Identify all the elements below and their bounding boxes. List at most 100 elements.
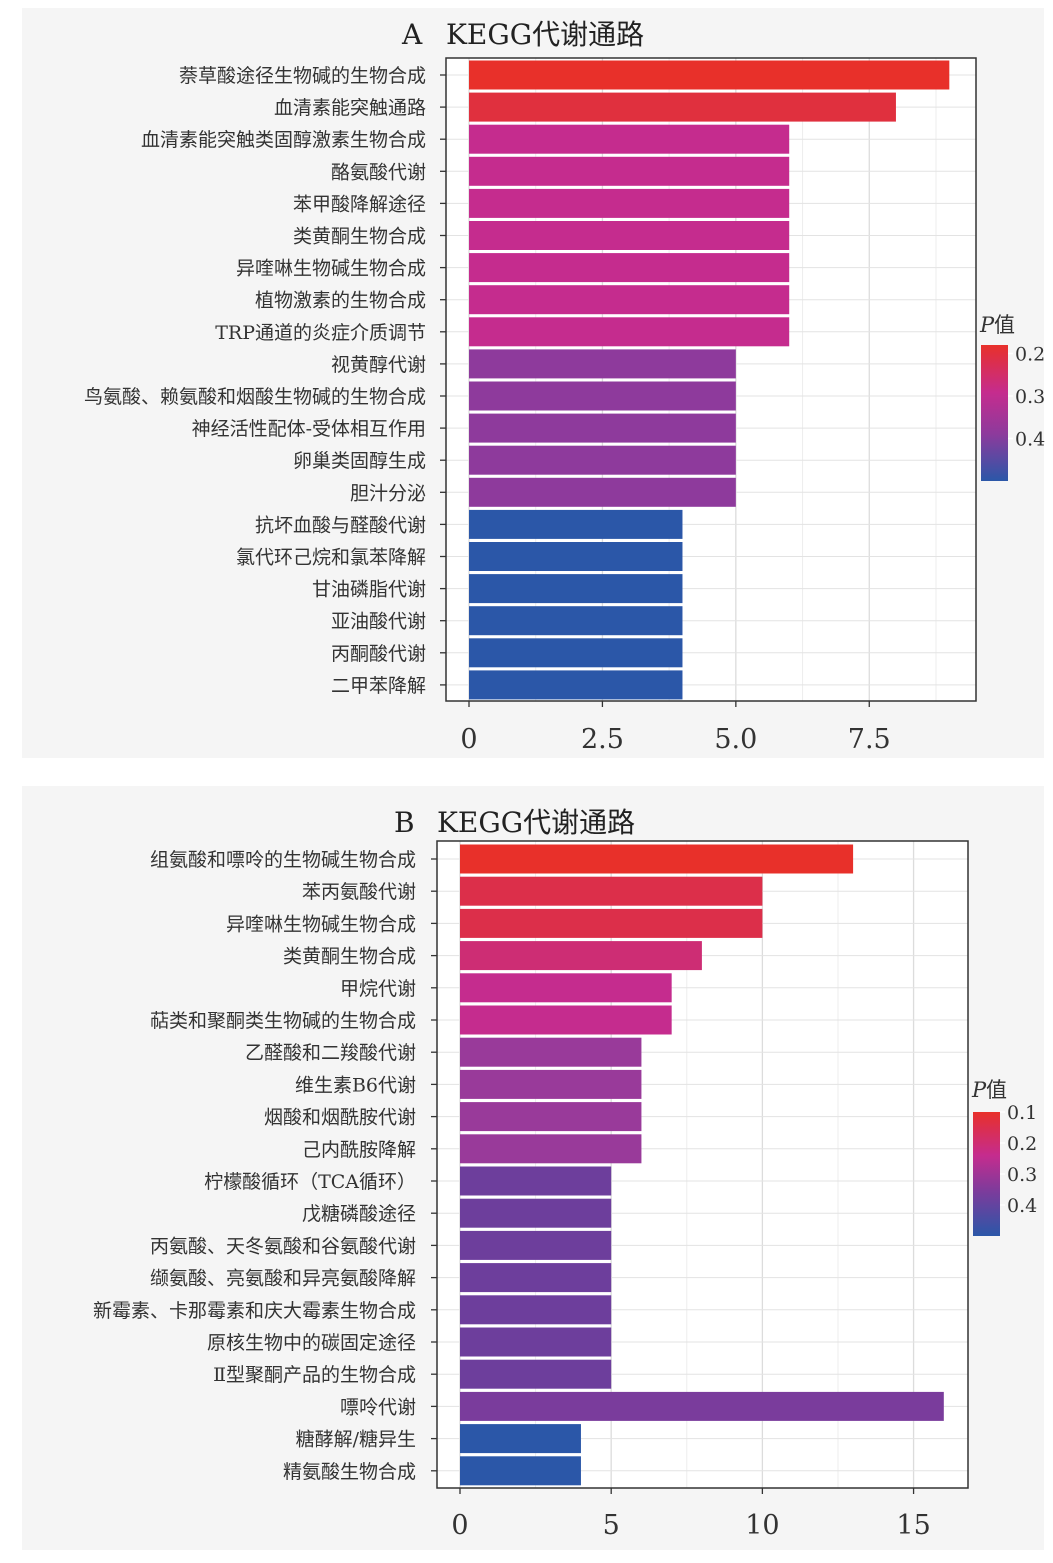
panel-b-letter: B [394,806,415,839]
category-label: 苯丙氨酸代谢 [302,881,416,903]
bar [460,941,702,971]
category-label: 萘草酸途径生物碱的生物合成 [179,65,426,87]
legend-tick-label: 0.3 [1007,1164,1037,1186]
bar [469,542,683,571]
bar [469,670,683,700]
category-label: 维生素B6代谢 [295,1074,416,1096]
bar [460,1198,612,1228]
category-label: 视黄醇代谢 [331,354,426,376]
panel-a-legend: P 值 0.2 0.3 0.4 [979,313,1045,481]
x-tick-label: 0 [460,724,477,755]
x-tick-label: 2.5 [581,724,624,755]
bar [469,285,790,315]
x-tick-label: 10 [745,1510,779,1541]
bar [460,1295,612,1325]
panel-b-legend-ticks: 0.1 0.2 0.3 0.4 [1000,1102,1037,1217]
category-label: 血清素能突触通路 [274,97,426,119]
panel-a-bars [469,60,950,700]
category-label: 血清素能突触类固醇激素生物合成 [141,129,426,151]
category-label: 亚油酸代谢 [331,611,426,633]
category-label: TRP通道的炎症介质调节 [215,322,426,344]
bar [469,381,736,411]
panel-b-legend-title-suffix: 值 [986,1078,1007,1102]
panel-a-colorbar [981,345,1008,481]
legend-tick-label: 0.2 [1015,344,1045,366]
x-tick-label: 0 [451,1510,468,1541]
panel-b-frame [436,840,969,1489]
category-label: 丙酮酸代谢 [331,643,426,665]
bar [460,844,854,874]
legend-tick-label: 0.2 [1007,1133,1037,1155]
category-label: 糖酵解/糖异生 [296,1429,416,1451]
bar [469,445,736,475]
category-label: 新霉素、卡那霉素和庆大霉素生物合成 [93,1300,416,1322]
bar [460,1005,672,1035]
panel-b-plot-area [437,841,968,1488]
category-label: 己内酰胺降解 [302,1139,416,1161]
panel-b-x-axis: 0 5 10 15 [451,1488,931,1541]
panel-b-colorbar [973,1112,1000,1236]
category-label: 抗坏血酸与醛酸代谢 [255,514,426,536]
panel-a-legend-title-italic: P [979,313,995,337]
bar [469,349,736,379]
category-label: 精氨酸生物合成 [283,1461,416,1483]
bar [460,1102,642,1132]
bar [469,606,683,636]
legend-tick-label: 0.1 [1007,1102,1037,1124]
category-label: 原核生物中的碳固定途径 [207,1332,416,1354]
category-label: 卵巢类固醇生成 [293,450,426,472]
bar [460,908,763,938]
bar [460,1424,581,1454]
category-label: 嘌呤代谢 [340,1396,416,1418]
bar [460,876,763,906]
category-label: 二甲苯降解 [331,675,426,697]
category-label: 植物激素的生物合成 [255,290,426,312]
category-label: 甘油磷脂代谢 [312,579,426,601]
category-label: 异喹啉生物碱生物合成 [236,258,426,280]
bar [460,1359,612,1389]
panel-b-category-labels: 组氨酸和嘌呤的生物碱生物合成苯丙氨酸代谢异喹啉生物碱生物合成类黄酮生物合成甲烷代… [93,849,437,1483]
category-label: 组氨酸和嘌呤的生物碱生物合成 [150,849,416,871]
panel-b-bars [460,844,944,1486]
category-label: 神经活性配体-受体相互作用 [192,418,426,440]
panel-a-plot-area [446,58,976,701]
bar [460,1166,612,1196]
panel-b-legend: P 值 0.1 0.2 0.3 0.4 [971,1078,1037,1236]
bar [469,509,683,539]
bar [460,1327,612,1357]
panel-a: A KEGG代谢通路 萘草酸途径生物碱的生物合成血清素能突触通路血清素能突触类固… [22,8,1045,758]
category-label: Ⅱ型聚酮产品的生物合成 [213,1364,416,1386]
panel-b: B KEGG代谢通路 组氨酸和嘌呤的生物碱生物合成苯丙氨酸代谢异喹啉生物碱生物合… [22,786,1044,1550]
category-label: 异喹啉生物碱生物合成 [226,913,416,935]
category-label: 胆汁分泌 [350,482,426,504]
bar [469,253,790,283]
panel-b-title: KEGG代谢通路 [437,806,635,839]
bar [460,1069,642,1099]
bar [469,574,683,604]
category-label: 类黄酮生物合成 [293,226,426,248]
category-label: 酪氨酸代谢 [331,161,426,183]
bar [469,413,736,443]
panel-a-category-labels: 萘草酸途径生物碱的生物合成血清素能突触通路血清素能突触类固醇激素生物合成酪氨酸代… [84,65,446,697]
bar [460,973,672,1003]
bar [469,317,790,347]
panel-a-x-axis: 0 2.5 5.0 7.5 [460,701,891,755]
bar [460,1391,944,1421]
bar [460,1134,642,1164]
bar [469,638,683,668]
category-label: 柠檬酸循环（TCA循环） [204,1171,416,1193]
bar [460,1230,612,1260]
category-label: 萜类和聚酮类生物碱的生物合成 [150,1010,416,1032]
x-tick-label: 5.0 [714,724,757,755]
bar [469,188,790,218]
category-label: 缬氨酸、亮氨酸和异亮氨酸降解 [150,1268,416,1290]
bar [460,1263,612,1293]
bar [460,1456,581,1486]
panel-b-legend-title-italic: P [971,1078,987,1102]
panel-a-legend-ticks: 0.2 0.3 0.4 [1008,344,1045,451]
panel-a-letter: A [401,18,423,51]
bar [460,1037,642,1067]
bar [469,221,790,250]
bar [469,124,790,154]
